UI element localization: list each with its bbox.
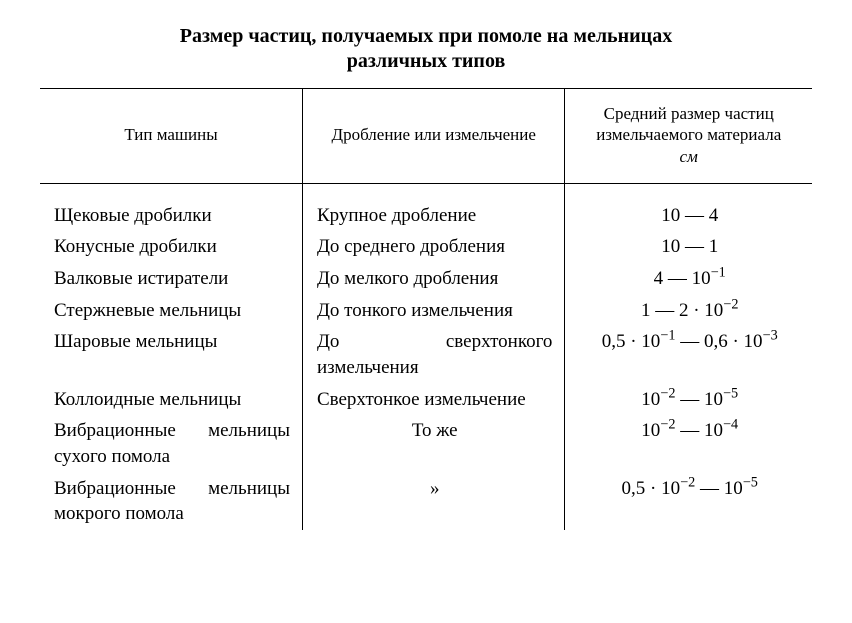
cell-process: Крупное дробление <box>302 200 564 232</box>
cell-machine: Вибрационные мельницы мокрого помола <box>40 473 302 530</box>
table-row: Коллоидные мельницыСверхтонкое измельчен… <box>40 384 812 416</box>
cell-process: » <box>302 473 564 530</box>
cell-machine: Валковые истиратели <box>40 263 302 295</box>
table-title: Размер частиц, получаемых при помоле на … <box>40 24 812 74</box>
cell-size: 1 — 2 · 10−2 <box>565 295 812 327</box>
header-machine: Тип машины <box>40 89 302 184</box>
cell-process: То же <box>302 415 564 472</box>
cell-machine: Коллоидные мельницы <box>40 384 302 416</box>
title-line-2: различных типов <box>347 50 506 72</box>
header-size: Средний размер частиц измельчаемого мате… <box>565 89 812 184</box>
title-line-1: Размер частиц, получаемых при помоле на … <box>180 25 672 47</box>
table-row: Вибрационные мельницы мокрого помола»0,5… <box>40 473 812 530</box>
cell-machine: Стержневые мельницы <box>40 295 302 327</box>
table-row: Валковые истирателиДо мелкого дробления4… <box>40 263 812 295</box>
table-row: Шаровые мельницыДо сверхтонкого измельче… <box>40 326 812 383</box>
cell-machine: Шаровые мельницы <box>40 326 302 383</box>
header-process: Дробление или измельчение <box>302 89 564 184</box>
table-row: Стержневые мельницыДо тонкого измельчени… <box>40 295 812 327</box>
particle-size-table: Тип машины Дробление или измельчение Сре… <box>40 88 812 530</box>
table-row: Щековые дробилкиКрупное дробление10 — 4 <box>40 200 812 232</box>
cell-size: 0,5 · 10−1 — 0,6 · 10−3 <box>565 326 812 383</box>
cell-size: 0,5 · 10−2 — 10−5 <box>565 473 812 530</box>
header-row: Тип машины Дробление или измельчение Сре… <box>40 89 812 184</box>
cell-size: 10−2 — 10−5 <box>565 384 812 416</box>
cell-size: 10 — 1 <box>565 231 812 263</box>
cell-process: До среднего дробления <box>302 231 564 263</box>
cell-process: До тонкого измельчения <box>302 295 564 327</box>
cell-size: 4 — 10−1 <box>565 263 812 295</box>
cell-size: 10−2 — 10−4 <box>565 415 812 472</box>
cell-process: Сверхтонкое измельчение <box>302 384 564 416</box>
cell-process: До сверхтонкого измельчения <box>302 326 564 383</box>
cell-process: До мелкого дробления <box>302 263 564 295</box>
cell-size: 10 — 4 <box>565 200 812 232</box>
table-row: Вибрационные мельницы сухого помолаТо же… <box>40 415 812 472</box>
table-row: Конусные дробилкиДо среднего дробления10… <box>40 231 812 263</box>
cell-machine: Щековые дробилки <box>40 200 302 232</box>
table-body: Щековые дробилкиКрупное дробление10 — 4К… <box>40 183 812 530</box>
cell-machine: Вибрационные мельницы сухого помола <box>40 415 302 472</box>
cell-machine: Конусные дробилки <box>40 231 302 263</box>
